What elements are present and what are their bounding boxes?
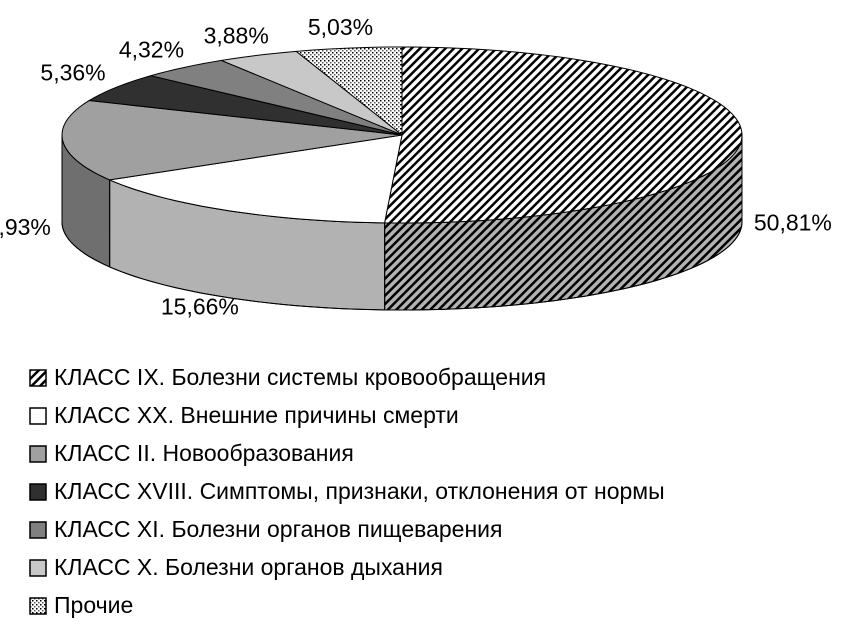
legend-swatch bbox=[29, 521, 47, 539]
pie-slice bbox=[150, 59, 403, 136]
pie-slice bbox=[219, 50, 403, 136]
legend-swatch bbox=[29, 369, 47, 387]
data-label: 5,36% bbox=[40, 59, 105, 85]
legend-swatch bbox=[29, 597, 47, 615]
legend-swatch bbox=[29, 407, 47, 425]
pie-slice bbox=[107, 134, 403, 224]
data-label: 4,32% bbox=[119, 36, 184, 62]
pie-slice bbox=[87, 75, 403, 136]
legend-swatch bbox=[29, 483, 47, 501]
legend-label: КЛАСС II. Новообразования bbox=[54, 440, 354, 466]
data-label: 50,81% bbox=[754, 210, 832, 236]
data-label: 5,03% bbox=[308, 14, 373, 40]
pie-slice bbox=[295, 46, 403, 137]
legend-label: КЛАСС XI. Болезни органов пищеварения bbox=[54, 516, 502, 542]
legend-label: КЛАСС IX. Болезни системы кровообращения bbox=[54, 364, 546, 390]
pie-slice bbox=[383, 46, 743, 224]
legend-label: Прочие bbox=[54, 592, 133, 618]
data-label: 3,88% bbox=[204, 22, 269, 48]
legend-label: КЛАСС XX. Внешние причины смерти bbox=[54, 402, 459, 428]
legend-swatch bbox=[29, 445, 47, 463]
data-label: 15,66% bbox=[161, 294, 239, 320]
legend-swatch bbox=[29, 559, 47, 577]
pie-slice bbox=[61, 100, 403, 181]
legend-label: КЛАСС X. Болезни органов дыхания bbox=[54, 554, 443, 580]
legend-label: КЛАСС XVIII. Симптомы, признаки, отклоне… bbox=[54, 478, 665, 504]
data-label: 14,93% bbox=[0, 214, 51, 240]
